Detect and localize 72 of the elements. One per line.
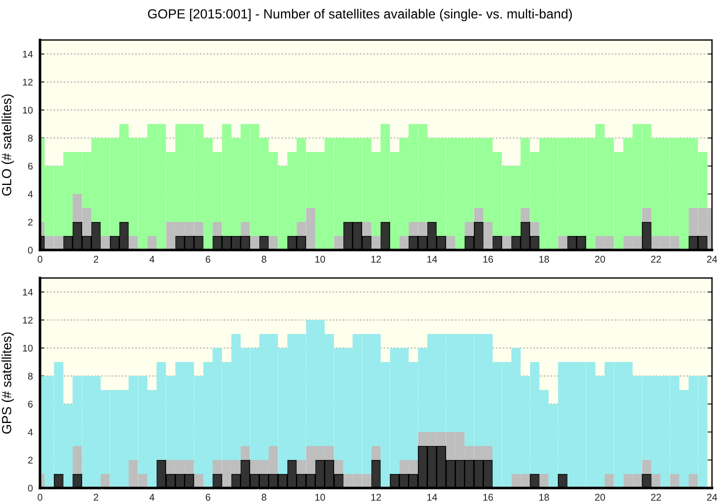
bar [334, 236, 344, 250]
bar [502, 236, 512, 250]
x-tick-label: 12 [371, 494, 381, 501]
y-tick-label: 0 [28, 246, 33, 254]
x-tick-label: 20 [595, 494, 606, 501]
bar [474, 208, 484, 222]
y-tick-label: 8 [28, 134, 33, 142]
bar [642, 208, 652, 222]
bar [240, 222, 250, 236]
x-tick-label: 18 [539, 494, 549, 501]
x-tick-label: 22 [651, 256, 661, 263]
y-tick-label: 6 [28, 400, 33, 408]
bar [464, 222, 474, 236]
y-tick-label: 10 [22, 344, 33, 352]
bar [362, 222, 372, 236]
x-tick-label: 10 [315, 494, 326, 501]
x-tick-label: 16 [483, 494, 493, 501]
y-axis-title: GLO (# satellites) [2, 94, 14, 196]
bar [334, 460, 344, 474]
bar [240, 446, 250, 460]
bar [688, 474, 698, 488]
y-tick-label: 2 [28, 218, 33, 226]
y-tick-label: 6 [28, 162, 33, 170]
x-tick-label: 4 [150, 256, 154, 263]
bar [250, 236, 260, 250]
x-tick-label: 6 [206, 256, 210, 263]
x-tick-label: 24 [707, 256, 718, 263]
x-tick-label: 14 [427, 494, 438, 501]
x-tick-label: 10 [315, 256, 326, 263]
bar [212, 222, 222, 236]
x-tick-label: 20 [595, 256, 606, 263]
x-tick-label: 2 [94, 494, 98, 501]
y-axis-title: GPS (# satellites) [2, 332, 14, 434]
bar [371, 446, 381, 460]
bar [483, 222, 493, 250]
y-tick-label: 4 [28, 190, 33, 198]
x-tick-label: 16 [483, 256, 493, 263]
bar [530, 222, 540, 236]
y-tick-label: 12 [22, 316, 33, 324]
x-tick-label: 8 [262, 256, 266, 263]
bar [520, 208, 530, 222]
bar [194, 474, 204, 488]
y-tick-label: 8 [28, 372, 33, 380]
chart-title: GOPE [2015:001] - Number of satellites available (single- vs. multi-band) [148, 8, 572, 22]
y-tick-label: 14 [22, 288, 33, 296]
x-tick-label: 18 [539, 256, 549, 263]
x-tick-label: 24 [707, 494, 718, 501]
x-tick-label: 4 [150, 494, 154, 501]
x-tick-label: 22 [651, 494, 661, 501]
y-tick-label: 2 [28, 456, 33, 464]
bar [558, 236, 568, 250]
x-tick-label: 2 [94, 256, 98, 263]
y-tick-label: 10 [22, 106, 33, 114]
bar [100, 236, 110, 250]
bar [72, 446, 82, 474]
x-tick-label: 8 [262, 494, 266, 501]
bar [670, 474, 680, 488]
bar [268, 236, 278, 250]
bar [100, 474, 110, 488]
y-tick-label: 0 [28, 484, 33, 492]
y-tick-label: 14 [22, 50, 33, 58]
bar [604, 474, 614, 488]
y-tick-label: 12 [22, 78, 33, 86]
x-tick-label: 14 [427, 256, 438, 263]
x-tick-label: 12 [371, 256, 381, 263]
y-tick-label: 4 [28, 428, 33, 436]
x-tick-label: 6 [206, 494, 210, 501]
bar [446, 236, 456, 250]
bar [642, 460, 652, 474]
bar [128, 236, 138, 250]
x-tick-label: 0 [38, 494, 42, 501]
x-tick-label: 0 [38, 256, 42, 263]
